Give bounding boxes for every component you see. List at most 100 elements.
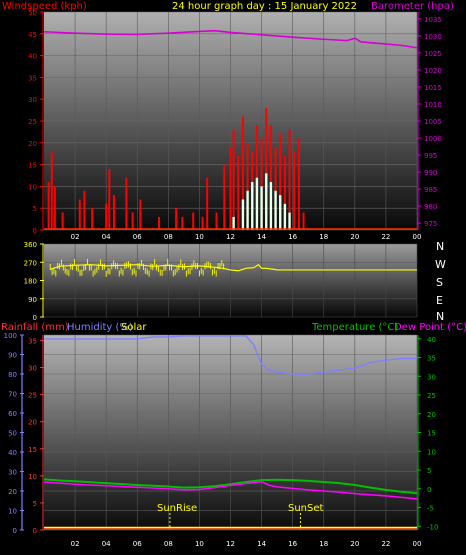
wind-bar [175,208,178,230]
barometer-axis-label: Barometer (hpa) [371,1,454,12]
temperature-tick-label: 25 [427,392,436,400]
wind-x-tick-label: 10 [195,233,204,241]
temperature-tick-label: -10 [427,523,438,531]
temperature-tick-label: 10 [427,448,436,456]
wind-bar [232,129,235,230]
temp-x-tick-label: 04 [102,540,111,548]
wind-bar [125,177,128,230]
compass-label-n-top: N [436,240,444,253]
wind-x-tick-label: 16 [288,233,297,241]
wind-tick-label: 15 [28,162,37,170]
solar-axis-label: Solar [121,322,147,333]
wind-bar [260,138,263,230]
wind-x-tick-label: 22 [381,233,390,241]
temperature-tick-label: 40 [427,336,436,344]
wind-bar [108,168,111,230]
rainfall-tick-label: 10 [28,473,37,481]
direction-tick-label: 180 [24,278,37,286]
humidity-pct-tick-label: 100 [4,332,17,340]
rainfall-axis-label: Rainfall (mm) [1,322,69,333]
wind-bar [139,199,142,230]
wind-bar [61,212,64,230]
wind-tick-label: 30 [28,96,37,104]
humidity-pct-tick-label: 10 [8,508,17,516]
baro-tick-label: 980 [424,203,437,211]
sunrise-label: SunRise [157,503,197,514]
baro-tick-label: 1010 [424,101,442,109]
wind-bar [279,134,282,230]
humidity-pct-tick-label: 20 [8,488,17,496]
rainfall-tick-label: 15 [28,446,37,454]
wind-avg-bar [246,190,249,230]
humidity-pct-tick-label: 50 [8,430,17,438]
direction-tick-label: 0 [33,314,37,322]
rainfall-tick-label: 25 [28,392,37,400]
wind-bar [223,164,226,230]
wind-bar [201,216,204,230]
direction-tick-label: 270 [24,259,37,267]
wind-bar [274,147,277,230]
wind-x-tick-label: 20 [350,233,359,241]
temperature-tick-label: -5 [427,505,434,513]
temp-x-tick-label: 02 [71,540,80,548]
wind-x-tick-label: 08 [164,233,173,241]
wind-x-tick-label: 06 [133,233,142,241]
wind-tick-label: 50 [28,9,37,17]
baro-tick-label: 990 [424,169,437,177]
wind-bar [293,151,296,230]
rainfall-tick-label: 20 [28,419,37,427]
humidity-pct-tick-label: 70 [8,391,17,399]
wind-avg-bar [260,186,263,230]
wind-bar [47,182,50,230]
baro-tick-label: 1020 [424,67,442,75]
wind-tick-label: 20 [28,140,37,148]
wind-avg-bar [283,203,287,230]
wind-avg-bar [265,173,268,230]
wind-bar [206,177,209,230]
humidity-pct-tick-label: 90 [8,352,17,360]
rainfall-tick-label: 5 [33,500,37,508]
wind-bar [269,125,272,230]
temp-x-tick-label: 16 [288,540,297,548]
temp-x-tick-label: 10 [195,540,204,548]
rainfall-tick-label: 0 [33,527,37,535]
rainfall-tick-label: 30 [28,365,37,373]
wind-bar [131,212,134,230]
wind-bar [50,151,53,230]
wind-bar [192,212,195,230]
sunset-label: SunSet [288,503,324,514]
baro-tick-label: 1000 [424,135,442,143]
compass-label-e: E [436,294,443,307]
humidity-line [44,335,417,375]
wind-avg-bar [269,182,273,230]
temp-x-tick-label: 12 [226,540,235,548]
wind-bar [283,155,286,230]
wind-bar [241,116,244,230]
wind-x-tick-label: 18 [319,233,328,241]
wind-bar [78,199,81,230]
dewpoint-line [43,480,418,500]
temp-x-tick-label: 18 [319,540,328,548]
wind-tick-label: 45 [28,31,37,39]
baro-tick-label: 1030 [424,33,442,41]
wind-bar [229,147,232,230]
baro-tick-label: 995 [424,152,437,160]
direction-tick-label: 360 [24,241,37,249]
temp-x-tick-label: 08 [164,540,173,548]
dewpoint-axis-label: Dew Point (°C) [394,322,466,333]
temperature-line [43,478,418,495]
wind-bar [265,107,268,230]
wind-bar [105,203,108,230]
wind-bar [83,190,86,230]
wind-x-tick-label: 04 [102,233,111,241]
wind-bar [302,212,305,230]
temperature-axis-label: Temperature (°C) [311,322,398,333]
wind-bar [53,186,56,230]
wind-x-tick-label: 02 [71,233,80,241]
wind-tick-label: 5 [33,205,37,213]
compass-label-w: W [435,258,446,271]
temp-x-tick-label: 00 [413,540,422,548]
direction-tick-label: 90 [28,296,37,304]
